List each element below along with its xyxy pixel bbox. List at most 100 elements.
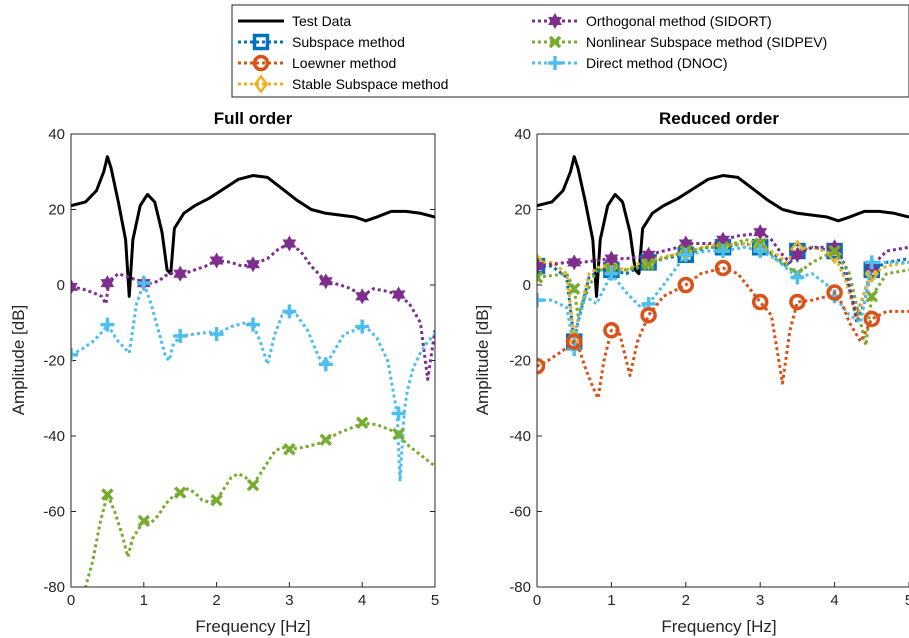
legend-entry-nonlinear-subspace-method-sidpev: Nonlinear Subspace method (SIDPEV) [532,34,827,50]
legend-marker [548,12,562,30]
series-direct-method-dnoc [71,276,435,483]
data-point-marker [101,488,114,501]
y-tick-label: 0 [57,277,65,294]
data-point-marker [355,416,369,430]
legend-entry-direct-method-dnoc: Direct method (DNOC) [532,55,728,71]
y-tick-label: 0 [523,277,531,294]
legend-marker [252,54,270,72]
legend: Test Data Subspace method Loewner method St… [231,4,909,98]
data-point-marker [391,286,406,303]
data-point-marker [136,276,151,291]
data-point-marker [753,237,767,250]
series-line [83,421,435,587]
data-point-marker [537,258,544,275]
series-test-data [71,155,435,298]
data-point-marker [603,322,620,339]
legend-entry-loewner-method: Loewner method [238,54,396,72]
series-line [537,155,909,298]
data-point-marker [173,328,188,343]
series-line [537,266,909,400]
data-point-marker [790,246,805,263]
y-tick-label: 20 [514,202,531,219]
x-tick-label: 0 [67,592,75,609]
data-point-marker [642,258,655,271]
y-tick-label: 20 [48,202,65,219]
data-point-marker [790,270,805,285]
series-loewner-method [537,259,909,400]
data-point-marker [282,304,297,319]
data-point-marker [828,244,841,258]
x-tick-label: 2 [682,592,690,609]
y-tick-label: -80 [43,579,65,596]
data-point-marker [319,433,333,447]
panel-full-order: Full order 0 1 2 3 4 5 -80 -60 -40 -20 0 20 40 Frequ… [9,109,439,636]
data-point-marker [318,357,333,372]
data-point-marker [246,317,260,332]
series-line [71,155,435,298]
data-point-marker [210,493,223,507]
panel-reduced-order: Reduced order 0 1 2 3 4 5 -80 -60 -40 -20 0 20 40 Fr… [473,109,909,636]
legend-marker [252,33,270,51]
y-tick-label: -80 [509,579,531,596]
y-tick-label: -40 [509,428,531,445]
y-axis-label: Amplitude [dB] [9,305,28,416]
data-point-marker [567,282,581,296]
data-point-marker [826,284,843,301]
data-point-marker [355,288,370,305]
data-point-marker [714,259,732,277]
data-point-marker [567,254,582,271]
x-tick-label: 5 [431,592,439,609]
y-tick-label: -60 [509,504,531,521]
data-point-marker [392,427,405,441]
data-point-marker [604,250,619,267]
data-point-marker [355,319,370,334]
series-line [71,241,435,381]
legend-entry-stable-subspace-method: Stable Subspace method [238,74,448,94]
data-point-marker [753,244,768,259]
legend-label: Orthogonal method (SIDORT) [586,13,772,29]
data-point-marker [391,406,406,421]
panel-title: Reduced order [659,109,779,128]
legend-marker [548,35,562,49]
data-point-marker [789,293,806,311]
x-tick-label: 3 [285,592,293,609]
y-axis-label: Amplitude [dB] [473,305,492,416]
data-point-marker [71,347,78,362]
x-tick-label: 0 [533,592,541,609]
x-tick-label: 3 [756,592,764,609]
y-tick-label: 40 [48,126,65,143]
data-point-marker [209,327,224,342]
data-point-marker [246,478,260,492]
data-point-marker [863,310,881,328]
y-tick-label: -20 [43,353,65,370]
series-line [537,241,909,340]
x-tick-label: 5 [905,592,909,609]
legend-label: Stable Subspace method [292,76,448,92]
data-point-marker [753,224,768,241]
data-point-marker [246,256,260,273]
data-point-marker [565,333,583,350]
data-point-marker [640,306,657,324]
series-line [71,281,435,483]
data-point-marker [537,357,546,375]
legend-marker [548,56,562,70]
legend-entry-test-data: Test Data [238,13,351,29]
x-tick-label: 2 [212,592,220,609]
y-tick-label: -60 [43,504,65,521]
y-tick-label: -40 [43,428,65,445]
data-point-marker [537,252,545,272]
series-nonlinear-subspace-method-sidpev [83,416,435,587]
data-point-marker [827,239,842,256]
legend-entry-subspace-method: Subspace method [238,33,405,51]
data-point-marker [100,275,115,292]
legend-entry-orthogonal-method-sidort: Orthogonal method (SIDORT) [532,12,772,30]
x-axis-label: Frequency [Hz] [661,617,776,636]
axes-box [70,133,436,588]
x-axis-label: Frequency [Hz] [195,617,310,636]
data-point-marker [537,293,544,308]
data-point-marker [864,255,879,270]
data-point-marker [173,265,188,282]
data-point-marker [71,278,78,295]
legend-label: Direct method (DNOC) [586,55,728,71]
